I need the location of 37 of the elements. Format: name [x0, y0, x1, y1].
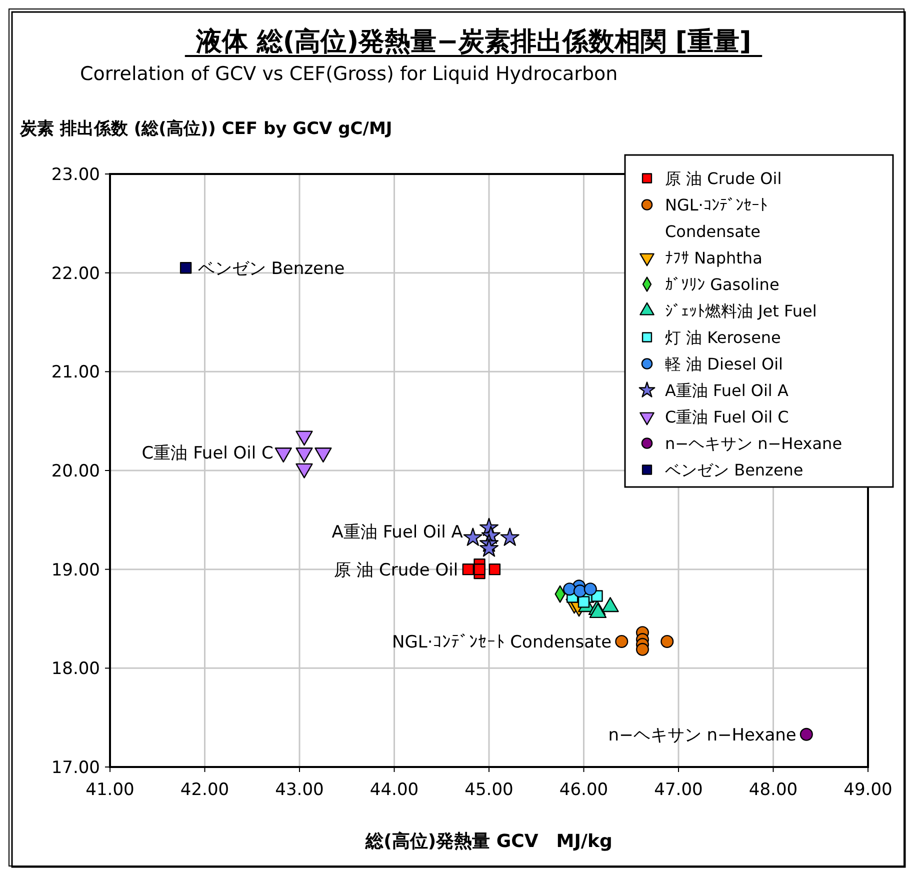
legend-label: 原 油 Crude Oil	[665, 168, 782, 188]
x-tick-label: 47.00	[654, 780, 703, 800]
x-axis-title: 総(高位)発熱量 GCV MJ/kg	[364, 831, 612, 852]
annotation: NGL·ｺﾝﾃﾞﾝｾｰﾄ Condensate	[392, 632, 612, 652]
annotation: A重油 Fuel Oil A	[332, 522, 464, 543]
x-tick-label: 41.00	[86, 780, 134, 800]
annotation: ベンゼン Benzene	[198, 258, 345, 279]
annotation: n−ヘキサン n−Hexane	[608, 725, 796, 746]
x-tick-label: 42.00	[180, 780, 230, 800]
y-tick-label: 22.00	[51, 264, 100, 284]
y-tick-label: 17.00	[51, 758, 100, 778]
y-tick-label: 21.00	[51, 362, 100, 383]
y-tick-label: 20.00	[51, 461, 100, 482]
annotation: 原 油 Crude Oil	[334, 560, 458, 580]
y-axis-title: 炭素 排出係数 (総(高位)) CEF by GCV gC/MJ	[19, 119, 392, 139]
legend-label: 灯 油 Kerosene	[665, 328, 781, 347]
x-tick-label: 48.00	[748, 780, 798, 800]
chart-subtitle: Correlation of GCV vs CEF(Gross) for Liquid Hydrocarbon	[80, 63, 618, 85]
legend-label: NGL·ｺﾝﾃﾞﾝｾｰﾄ Condensate	[665, 195, 768, 241]
legend-label: ｶﾞｿﾘﾝ Gasoline	[665, 274, 780, 294]
legend-label: 軽 油 Diesel Oil	[665, 354, 783, 374]
legend-label: n−ヘキサン n−Hexane	[665, 434, 842, 453]
legend-label: ｼﾞｪｯﾄ燃料油 Jet Fuel	[665, 301, 817, 320]
legend-label: C重油 Fuel Oil C	[665, 407, 789, 426]
legend-label: A重油 Fuel Oil A	[665, 380, 788, 400]
chart-title: 液体 総(高位)発熱量−炭素排出係数相関 [重量]	[194, 27, 752, 57]
y-tick-label: 23.00	[51, 164, 100, 185]
x-tick-label: 49.00	[844, 780, 892, 800]
x-tick-label: 43.00	[275, 780, 324, 800]
y-tick-label: 18.00	[51, 659, 100, 680]
x-tick-label: 44.00	[370, 780, 419, 800]
y-tick-label: 19.00	[51, 560, 100, 580]
x-tick-label: 45.00	[464, 780, 514, 800]
legend-label: ベンゼン Benzene	[665, 460, 804, 480]
legend-label: ﾅﾌｻ Naphtha	[665, 248, 762, 268]
annotation: C重油 Fuel Oil C	[142, 444, 274, 464]
x-tick-label: 46.00	[559, 780, 608, 800]
